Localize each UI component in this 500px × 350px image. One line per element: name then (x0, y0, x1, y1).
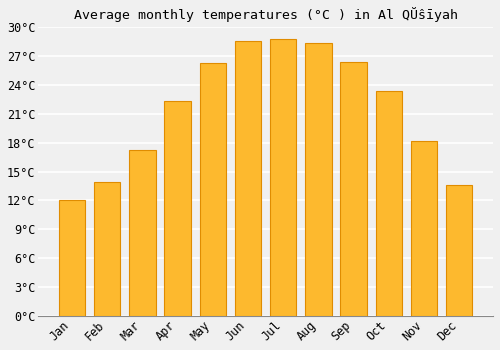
Bar (59, 199, 86, 316)
Bar (446, 185, 472, 316)
Bar (340, 62, 367, 316)
Bar (376, 91, 402, 316)
Bar (94, 182, 120, 316)
Bar (411, 141, 437, 316)
Bar (270, 39, 296, 316)
Bar (305, 43, 332, 316)
Bar (235, 41, 261, 316)
Title: Average monthly temperatures (°C ) in Al QŬŝīyah: Average monthly temperatures (°C ) in Al… (74, 7, 458, 22)
Bar (130, 150, 156, 316)
Bar (164, 102, 191, 316)
Bar (200, 63, 226, 316)
